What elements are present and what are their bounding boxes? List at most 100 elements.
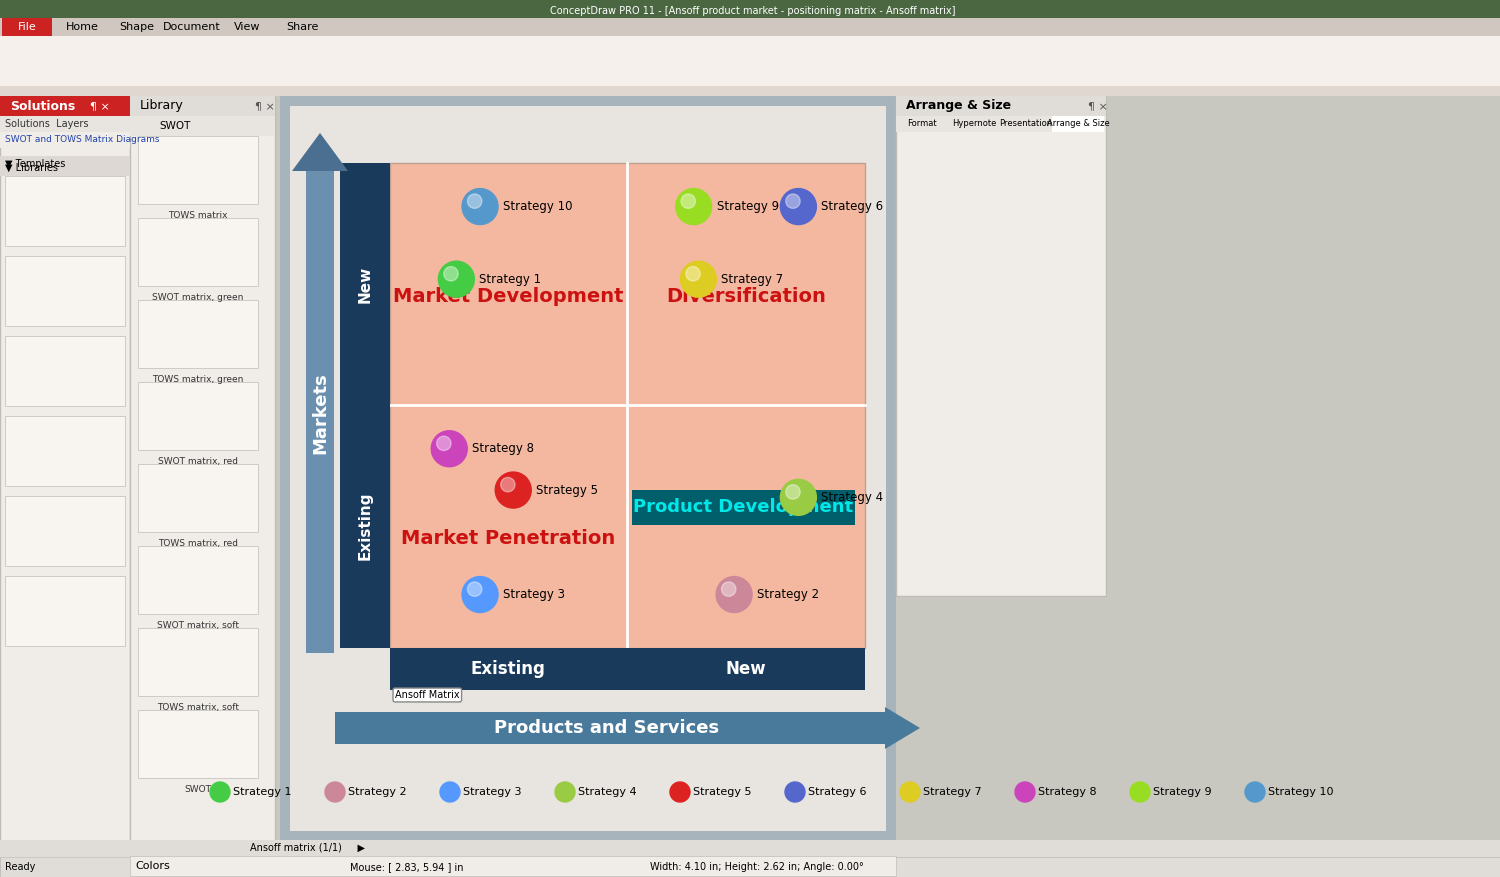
Text: Strategy 3: Strategy 3: [464, 787, 522, 797]
Bar: [138, 300, 258, 368]
Circle shape: [1130, 782, 1150, 802]
Text: ConceptDraw PRO 11 - [Ansoff product market - positioning matrix - Ansoff matrix: ConceptDraw PRO 11 - [Ansoff product mar…: [550, 6, 956, 16]
Circle shape: [900, 782, 920, 802]
Text: Diversification: Diversification: [666, 287, 826, 305]
Circle shape: [1245, 782, 1264, 802]
Text: ¶ ×: ¶ ×: [255, 101, 274, 111]
Bar: [334, 712, 885, 744]
Bar: [0, 96, 130, 116]
Bar: [4, 496, 124, 566]
Text: SWOT matrix, green: SWOT matrix, green: [153, 293, 243, 302]
Circle shape: [780, 480, 816, 516]
Bar: [222, 18, 272, 36]
Text: Width: 4.10 in; Height: 2.62 in; Angle: 0.00°: Width: 4.10 in; Height: 2.62 in; Angle: …: [650, 862, 864, 872]
Text: SWOT: SWOT: [184, 785, 211, 794]
Circle shape: [468, 582, 482, 596]
Bar: [632, 490, 855, 525]
Text: Solutions  Layers: Solutions Layers: [4, 119, 88, 129]
Text: SWOT matrix, red: SWOT matrix, red: [158, 457, 238, 466]
Bar: [138, 464, 258, 532]
Bar: [4, 256, 124, 326]
Bar: [896, 96, 1106, 116]
Text: ▼ Templates: ▼ Templates: [4, 159, 66, 169]
Circle shape: [1016, 782, 1035, 802]
Circle shape: [438, 261, 474, 297]
Bar: [0, 96, 130, 877]
Text: Strategy 1: Strategy 1: [480, 273, 542, 286]
Circle shape: [462, 576, 498, 612]
Circle shape: [722, 582, 736, 596]
Bar: [0, 160, 130, 176]
Text: Strategy 1: Strategy 1: [232, 787, 291, 797]
Bar: [130, 96, 274, 116]
Text: Existing: Existing: [471, 660, 546, 678]
Text: Strategy 6: Strategy 6: [808, 787, 867, 797]
Circle shape: [495, 472, 531, 508]
Bar: [896, 96, 1106, 596]
Bar: [138, 710, 258, 778]
Text: ▼ Libraries: ▼ Libraries: [4, 163, 58, 173]
Bar: [130, 96, 274, 877]
Bar: [340, 405, 390, 648]
Bar: [0, 86, 1500, 96]
Circle shape: [670, 782, 690, 802]
Circle shape: [681, 261, 717, 297]
Text: SWOT: SWOT: [159, 121, 190, 131]
Bar: [0, 857, 1500, 877]
Circle shape: [786, 485, 800, 499]
Text: Products and Services: Products and Services: [495, 719, 720, 737]
Circle shape: [436, 436, 451, 451]
Bar: [4, 416, 124, 486]
Circle shape: [784, 782, 806, 802]
Circle shape: [210, 782, 230, 802]
Bar: [138, 628, 258, 696]
Text: Market Penetration: Market Penetration: [400, 529, 615, 548]
Bar: [0, 36, 1500, 86]
Bar: [1000, 116, 1051, 132]
Text: Strategy 9: Strategy 9: [717, 200, 778, 213]
Bar: [340, 163, 390, 405]
Text: TOWS matrix, red: TOWS matrix, red: [158, 539, 238, 548]
Polygon shape: [885, 707, 920, 749]
Circle shape: [675, 189, 711, 225]
Text: Share: Share: [286, 22, 318, 32]
Text: Strategy 4: Strategy 4: [822, 491, 884, 504]
Bar: [896, 116, 948, 132]
Text: File: File: [18, 22, 36, 32]
Bar: [0, 116, 130, 132]
Bar: [390, 163, 866, 648]
Bar: [278, 18, 327, 36]
Bar: [4, 576, 124, 646]
Text: Strategy 6: Strategy 6: [822, 200, 884, 213]
Circle shape: [444, 267, 458, 281]
Bar: [290, 106, 886, 831]
Text: Product Development: Product Development: [633, 498, 854, 516]
Text: Strategy 7: Strategy 7: [922, 787, 981, 797]
Text: SWOT matrix, soft: SWOT matrix, soft: [158, 621, 238, 630]
Bar: [280, 96, 896, 841]
Text: Strategy 3: Strategy 3: [503, 588, 566, 601]
Bar: [130, 856, 896, 876]
Circle shape: [555, 782, 574, 802]
Circle shape: [501, 477, 515, 492]
Text: Strategy 8: Strategy 8: [472, 442, 534, 455]
Bar: [1052, 116, 1104, 132]
Circle shape: [462, 189, 498, 225]
Bar: [0, 18, 1500, 36]
Bar: [0, 156, 130, 172]
Bar: [112, 18, 162, 36]
Text: Strategy 2: Strategy 2: [758, 588, 819, 601]
Bar: [138, 382, 258, 450]
Bar: [390, 648, 627, 690]
Text: Strategy 5: Strategy 5: [693, 787, 752, 797]
Text: Arrange & Size: Arrange & Size: [1047, 119, 1110, 129]
Text: Arrange & Size: Arrange & Size: [906, 99, 1011, 112]
Bar: [4, 336, 124, 406]
Bar: [130, 116, 274, 136]
Text: Ansoff matrix (1/1)     ▶: Ansoff matrix (1/1) ▶: [251, 843, 364, 853]
Bar: [0, 132, 130, 148]
Text: ¶ ×: ¶ ×: [90, 101, 110, 111]
Bar: [948, 116, 1000, 132]
Text: SWOT and TOWS Matrix Diagrams: SWOT and TOWS Matrix Diagrams: [4, 136, 159, 145]
Text: TOWS matrix: TOWS matrix: [168, 211, 228, 220]
